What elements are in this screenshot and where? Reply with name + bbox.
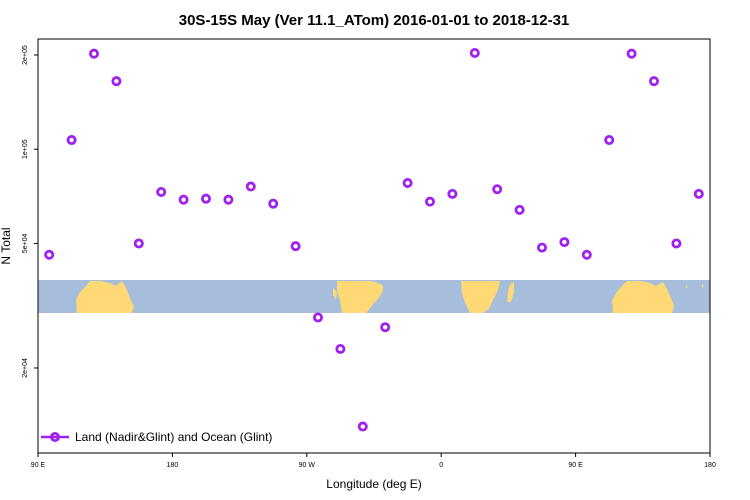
data-point — [178, 194, 189, 205]
data-point — [424, 196, 435, 207]
data-point — [537, 242, 548, 253]
data-point — [447, 188, 458, 199]
land-australia-repeat — [612, 281, 674, 313]
data-point — [312, 312, 323, 323]
data-point — [693, 188, 704, 199]
data-point — [492, 184, 503, 195]
y-tick-label: 2e+05 — [22, 45, 29, 65]
land-africa — [461, 281, 500, 313]
chart-title: 30S-15S May (Ver 11.1_ATom) 2016-01-01 t… — [179, 12, 570, 29]
legend: Land (Nadir&Glint) and Ocean (Glint) — [41, 430, 272, 444]
land-south-america-edge — [333, 288, 337, 300]
data-point — [581, 249, 592, 260]
background-map — [38, 280, 710, 313]
data-point — [89, 48, 100, 59]
data-point — [156, 186, 167, 197]
land-madagascar — [507, 282, 514, 302]
data-point — [66, 135, 77, 146]
x-axis: 90 E 180 90 W 0 90 E 180 — [31, 453, 716, 469]
y-tick-label: 1e+05 — [22, 139, 29, 159]
data-point — [111, 76, 122, 87]
data-point — [335, 343, 346, 354]
data-points — [44, 47, 704, 432]
land-south-america — [337, 281, 383, 313]
data-point — [268, 198, 279, 209]
data-point — [44, 249, 55, 260]
y-axis-label: N Total — [0, 227, 13, 264]
x-tick-label: 90 E — [31, 462, 46, 469]
data-point — [402, 177, 413, 188]
plot-frame — [37, 38, 711, 454]
x-tick-label: 180 — [704, 462, 716, 469]
land-australia — [76, 281, 134, 313]
data-point — [559, 237, 570, 248]
data-point — [245, 181, 256, 192]
legend-marker — [50, 431, 61, 442]
data-point — [469, 47, 480, 58]
legend-label: Land (Nadir&Glint) and Ocean (Glint) — [75, 430, 272, 444]
x-tick-label: 90 E — [568, 462, 583, 469]
y-axis: 2e+04 5e+04 1e+05 2e+05 — [22, 45, 38, 378]
y-tick-label: 2e+04 — [22, 358, 29, 378]
data-point — [626, 48, 637, 59]
land-islands-right — [686, 284, 704, 289]
data-point — [649, 76, 660, 87]
x-tick-label: 0 — [439, 462, 443, 469]
data-point — [133, 238, 144, 249]
data-point — [357, 421, 368, 432]
data-point — [671, 238, 682, 249]
data-point — [223, 194, 234, 205]
data-point — [514, 204, 525, 215]
y-tick-label: 5e+04 — [22, 234, 29, 254]
data-point — [200, 193, 211, 204]
data-point — [290, 241, 301, 252]
x-tick-label: 180 — [167, 462, 179, 469]
data-point — [380, 322, 391, 333]
x-axis-label: Longitude (deg E) — [326, 477, 421, 491]
data-point — [604, 135, 615, 146]
x-tick-label: 90 W — [299, 462, 316, 469]
